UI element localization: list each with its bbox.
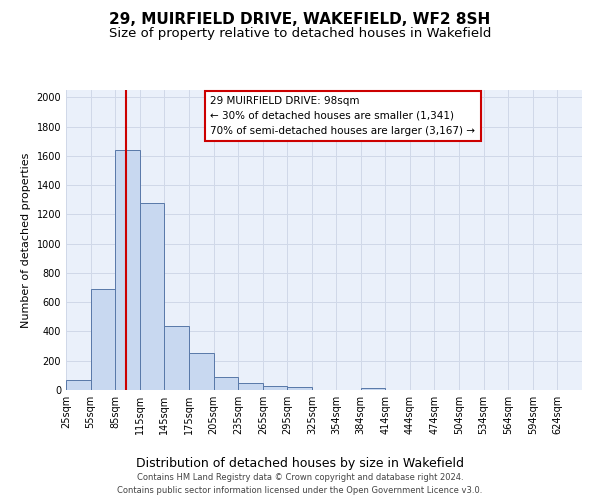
Bar: [238, 382, 263, 390]
Text: Size of property relative to detached houses in Wakefield: Size of property relative to detached ho…: [109, 28, 491, 40]
Bar: [214, 377, 238, 390]
Bar: [66, 380, 91, 390]
Text: 29 MUIRFIELD DRIVE: 98sqm
← 30% of detached houses are smaller (1,341)
70% of se: 29 MUIRFIELD DRIVE: 98sqm ← 30% of detac…: [211, 96, 475, 136]
Text: Contains HM Land Registry data © Crown copyright and database right 2024.
Contai: Contains HM Land Registry data © Crown c…: [118, 474, 482, 495]
Bar: [91, 289, 115, 390]
Bar: [164, 326, 189, 390]
Y-axis label: Number of detached properties: Number of detached properties: [21, 152, 31, 328]
Text: Distribution of detached houses by size in Wakefield: Distribution of detached houses by size …: [136, 458, 464, 470]
Text: 29, MUIRFIELD DRIVE, WAKEFIELD, WF2 8SH: 29, MUIRFIELD DRIVE, WAKEFIELD, WF2 8SH: [109, 12, 491, 28]
Bar: [287, 387, 312, 390]
Bar: [140, 202, 164, 390]
Bar: [263, 386, 287, 390]
Bar: [115, 150, 140, 390]
Bar: [189, 352, 214, 390]
Bar: [361, 388, 385, 390]
